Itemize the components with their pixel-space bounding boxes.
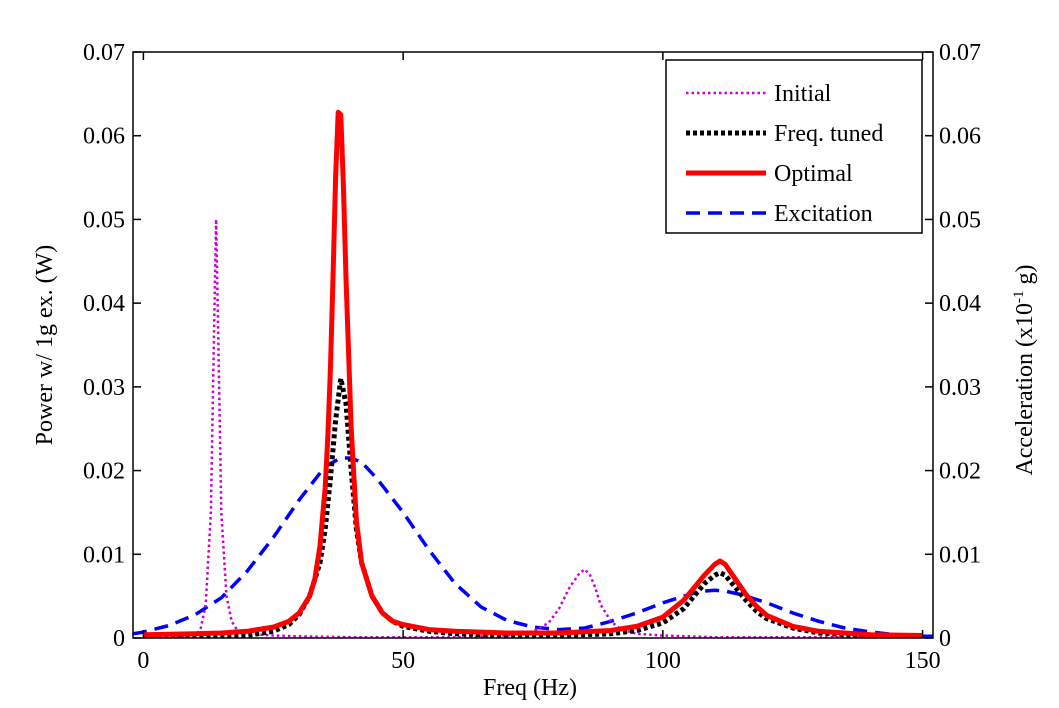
y2-tick-label: 0.05 bbox=[939, 207, 981, 233]
y2-axis-label-main: Acceleration (x10 bbox=[1012, 303, 1038, 476]
legend-items: Initial Freq. tuned Optimal Excitation bbox=[686, 81, 883, 227]
x-axis-label: Freq (Hz) bbox=[483, 675, 577, 701]
series-line-freq-tuned bbox=[143, 376, 923, 638]
legend-label: Freq. tuned bbox=[774, 121, 883, 147]
y2-tick-label: 0.04 bbox=[939, 291, 981, 317]
y2-tick-label: 0.02 bbox=[939, 459, 981, 485]
y2-tick-label: 0.06 bbox=[939, 124, 981, 150]
y-tick-label: 0.05 bbox=[83, 207, 125, 233]
x-tick-label: 50 bbox=[391, 648, 415, 674]
series-line-excitation bbox=[133, 456, 933, 638]
series-line-optimal bbox=[143, 109, 923, 638]
legend-label: Optimal bbox=[774, 161, 853, 187]
legend-box bbox=[665, 59, 923, 234]
y2-tick-label: 0.01 bbox=[939, 542, 981, 568]
y-axis-label: Power w/ 1g ex. (W) bbox=[32, 245, 58, 446]
y2-axis-label-exponent: -1 bbox=[1011, 290, 1027, 303]
y-tick-label: 0.04 bbox=[83, 291, 125, 317]
plot-frame bbox=[132, 51, 934, 639]
y2-axis-label: Acceleration (x10-1 g) bbox=[1011, 264, 1038, 475]
y-tick-label: 0.06 bbox=[83, 124, 125, 150]
y-tick-label: 0.02 bbox=[83, 459, 125, 485]
x-tick-label: 150 bbox=[905, 648, 941, 674]
series-line-initial bbox=[143, 218, 923, 638]
y2-tick-label: 0 bbox=[939, 626, 951, 652]
legend-label: Excitation bbox=[774, 201, 873, 227]
y2-tick-label: 0.07 bbox=[939, 40, 981, 66]
legend-label: Initial bbox=[774, 81, 832, 107]
series-layer bbox=[133, 109, 933, 638]
legend: Initial Freq. tuned Optimal Excitation bbox=[665, 59, 923, 234]
y2-axis-label-end: g) bbox=[1012, 264, 1038, 290]
ticks-layer: 0 50 100 15000.010.020.030.040.050.060.0700… bbox=[83, 40, 981, 674]
y2-tick-label: 0.03 bbox=[939, 375, 981, 401]
y-tick-label: 0.03 bbox=[83, 375, 125, 401]
y-tick-label: 0.07 bbox=[83, 40, 125, 66]
y-tick-label: 0 bbox=[113, 626, 125, 652]
y-tick-label: 0.01 bbox=[83, 542, 125, 568]
x-tick-label: 100 bbox=[645, 648, 681, 674]
x-tick-label: 0 bbox=[137, 648, 149, 674]
